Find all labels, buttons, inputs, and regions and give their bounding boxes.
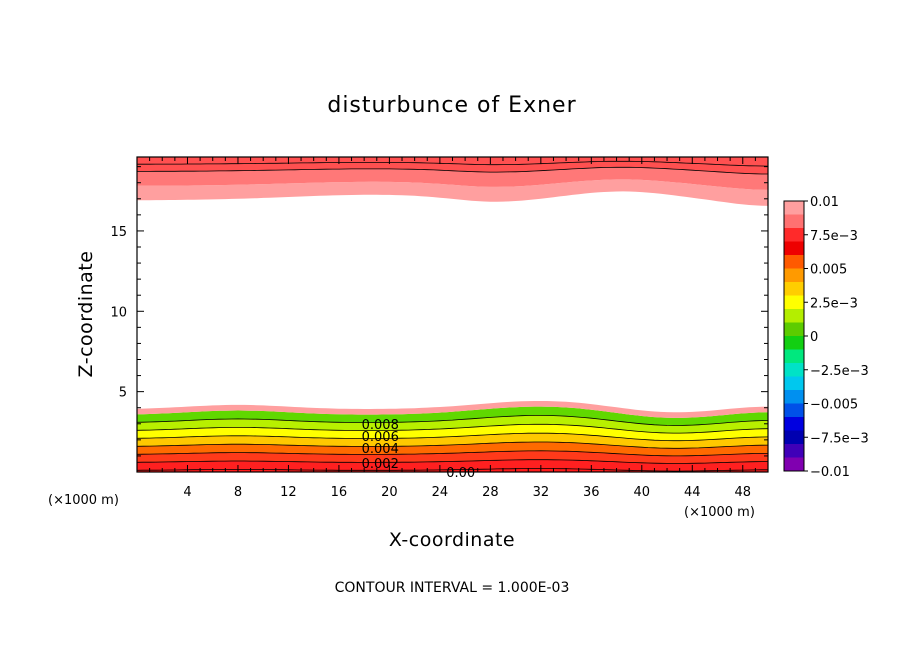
x-tick-label: 36 — [583, 485, 600, 500]
axis-ticks — [137, 157, 768, 472]
x-axis-label: X-coordinate — [389, 529, 515, 551]
y-tick-label: 15 — [110, 225, 127, 240]
contour-band-lower-edge — [137, 401, 768, 418]
colorbar-swatch — [784, 214, 804, 229]
colorbar-swatch — [784, 336, 804, 350]
colorbar-swatch — [784, 417, 804, 431]
x-tick-label: 48 — [734, 485, 751, 500]
colorbar-swatch — [784, 322, 804, 337]
colorbar-swatch — [784, 390, 804, 404]
contour-label: 0.008 — [362, 418, 399, 433]
colorbar-tick-label: 2.5e−3 — [810, 296, 858, 311]
colorbar-tick-label: 0.01 — [810, 195, 839, 210]
x-tick-label: 8 — [234, 485, 242, 500]
colorbar-swatch — [784, 457, 804, 472]
colorbar — [783, 200, 805, 472]
contour-line — [137, 160, 768, 167]
colorbar-swatch — [784, 309, 804, 323]
contour-band-upper — [137, 179, 768, 206]
x-tick-label: 12 — [280, 485, 297, 500]
contour-label: 0.004 — [362, 442, 399, 457]
contour-line — [137, 415, 768, 426]
contour-label: 0.006 — [362, 430, 399, 445]
contour-band-upper — [137, 167, 768, 190]
colorbar-swatch — [784, 349, 804, 364]
colorbar-swatch — [784, 295, 804, 310]
y-unit-label: (×1000 m) — [48, 493, 119, 508]
colorbar-tick-label: 0 — [810, 330, 818, 345]
x-tick-label: 32 — [533, 485, 550, 500]
colorbar-swatch — [784, 241, 804, 256]
colorbar-swatch — [784, 444, 804, 458]
contour-line — [137, 166, 768, 175]
x-tick-label: 4 — [183, 485, 191, 500]
y-axis-label: Z-coordinate — [75, 251, 97, 378]
colorbar-swatch — [784, 255, 804, 269]
contour-label: 0.00 — [446, 466, 475, 481]
colorbar-swatch — [784, 201, 804, 215]
contour-fill-layer — [137, 157, 768, 472]
colorbar-swatch — [784, 268, 804, 283]
y-tick-label: 5 — [119, 386, 127, 401]
contour-line — [137, 450, 768, 457]
colorbar-tick-label: −0.01 — [810, 465, 850, 480]
colorbar-swatch — [784, 228, 804, 242]
contour-label: 0.002 — [362, 457, 399, 472]
contour-band-lower — [137, 459, 768, 472]
contour-line — [137, 423, 768, 434]
x-tick-label: 28 — [482, 485, 499, 500]
colorbar-tick-label: −7.5e−3 — [810, 431, 869, 446]
x-unit-label: (×1000 m) — [684, 505, 755, 520]
colorbar-swatch — [784, 363, 804, 377]
colorbar-swatch — [784, 403, 804, 418]
contour-interval-note: CONTOUR INTERVAL = 1.000E-03 — [335, 580, 570, 596]
contour-line — [137, 432, 768, 442]
x-tick-label: 20 — [381, 485, 398, 500]
colorbar-tick-label: 0.005 — [810, 263, 847, 278]
colorbar-tick-label: 7.5e−3 — [810, 229, 858, 244]
colorbar-tick-label: −2.5e−3 — [810, 364, 869, 379]
x-tick-label: 44 — [684, 485, 701, 500]
colorbar-swatch — [784, 430, 804, 445]
colorbar-swatch — [784, 376, 804, 391]
y-tick-label: 10 — [110, 305, 127, 320]
x-tick-label: 16 — [331, 485, 348, 500]
contour-line — [137, 441, 768, 449]
chart-title: disturbunce of Exner — [327, 93, 576, 118]
colorbar-swatch — [784, 282, 804, 296]
colorbar-tick-label: −0.005 — [810, 398, 858, 413]
contour-band-lower — [137, 450, 768, 464]
x-tick-label: 40 — [634, 485, 651, 500]
x-tick-labels: 4 8 12 16 20 24 28 32 36 40 44 48 — [183, 485, 751, 500]
y-tick-labels: 5 10 15 — [110, 225, 127, 401]
contour-line — [137, 459, 768, 464]
x-tick-label: 24 — [432, 485, 449, 500]
colorbar-labels: 0.01 7.5e−3 0.005 2.5e−3 0 −2.5e−3 −0.005 −7.5e… — [804, 195, 869, 480]
contour-line-layer — [137, 160, 768, 472]
